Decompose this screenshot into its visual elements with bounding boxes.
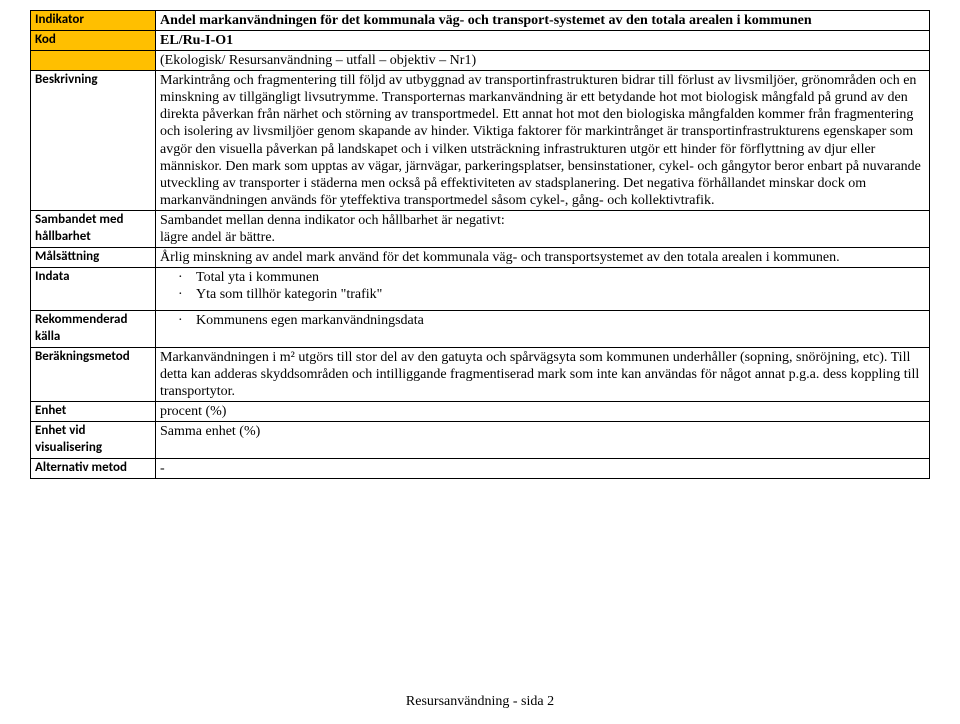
row-label: Målsättning (31, 248, 156, 268)
row-label: Kod (31, 31, 156, 51)
bullet-dot: · (160, 312, 196, 329)
row-content: (Ekologisk/ Resursanvändning – utfall – … (156, 51, 930, 71)
row-label: Alternativ metod (31, 459, 156, 479)
bullet-item: ·Yta som tillhör kategorin "trafik" (160, 286, 925, 303)
bullet-dot: · (160, 269, 196, 286)
table-row: IndikatorAndel markanvändningen för det … (31, 11, 930, 31)
row-content: Samma enhet (%) (156, 422, 930, 459)
row-label: Enhet vid visualisering (31, 422, 156, 459)
table-row: Indata·Total yta i kommunen·Yta som till… (31, 268, 930, 311)
row-label: Enhet (31, 402, 156, 422)
bullet-item: ·Total yta i kommunen (160, 269, 925, 286)
row-label: Indikator (31, 11, 156, 31)
table-row: Alternativ metod- (31, 459, 930, 479)
table-row: BeräkningsmetodMarkanvändningen i m² utg… (31, 348, 930, 402)
table-row: (Ekologisk/ Resursanvändning – utfall – … (31, 51, 930, 71)
table-row: Enhet vid visualiseringSamma enhet (%) (31, 422, 930, 459)
page-footer: Resursanvändning - sida 2 (0, 694, 960, 710)
row-label: Sambandet med hållbarhet (31, 210, 156, 247)
table-row: Rekommenderad källa·Kommunens egen marka… (31, 311, 930, 348)
row-content: ·Total yta i kommunen·Yta som tillhör ka… (156, 268, 930, 311)
row-content: Andel markanvändningen för det kommunala… (156, 11, 930, 31)
row-label (31, 51, 156, 71)
row-content: EL/Ru-I-O1 (156, 31, 930, 51)
table-row: Sambandet med hållbarhetSambandet mellan… (31, 210, 930, 247)
row-content: ·Kommunens egen markanvändningsdata (156, 311, 930, 348)
row-content: - (156, 459, 930, 479)
row-label: Rekommenderad källa (31, 311, 156, 348)
row-content: Sambandet mellan denna indikator och hål… (156, 210, 930, 247)
bullet-text: Yta som tillhör kategorin "trafik" (196, 286, 382, 303)
row-content: procent (%) (156, 402, 930, 422)
bullet-dot: · (160, 286, 196, 303)
row-label: Beräkningsmetod (31, 348, 156, 402)
row-content: Årlig minskning av andel mark använd för… (156, 248, 930, 268)
table-row: MålsättningÅrlig minskning av andel mark… (31, 248, 930, 268)
indicator-table: IndikatorAndel markanvändningen för det … (30, 10, 930, 479)
bullet-item: ·Kommunens egen markanvändningsdata (160, 312, 925, 329)
row-label: Beskrivning (31, 71, 156, 211)
row-content: Markintrång och fragmentering till följd… (156, 71, 930, 211)
table-row: Enhetprocent (%) (31, 402, 930, 422)
table-row: BeskrivningMarkintrång och fragmentering… (31, 71, 930, 211)
bullet-text: Kommunens egen markanvändningsdata (196, 312, 424, 329)
row-label: Indata (31, 268, 156, 311)
row-content: Markanvändningen i m² utgörs till stor d… (156, 348, 930, 402)
table-row: KodEL/Ru-I-O1 (31, 31, 930, 51)
bullet-text: Total yta i kommunen (196, 269, 319, 286)
